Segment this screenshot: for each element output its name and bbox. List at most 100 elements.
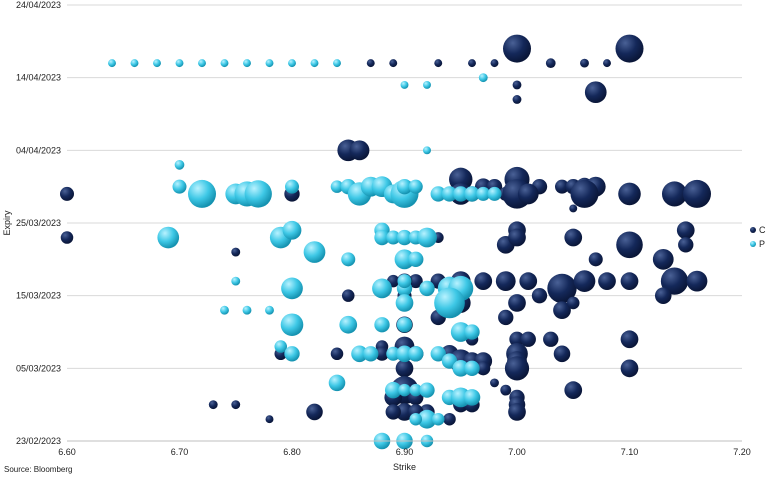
- bubble-c: [553, 345, 571, 363]
- bubble-c: [306, 403, 323, 421]
- bubble-c: [495, 271, 516, 292]
- y-tick-label: 14/04/2023: [16, 73, 61, 83]
- bubble-p: [398, 383, 411, 397]
- bubble-c: [564, 228, 583, 247]
- bubble-c: [498, 309, 514, 326]
- bubble-c: [265, 415, 274, 424]
- bubble-p: [374, 229, 390, 246]
- bubble-p: [450, 322, 471, 342]
- bubble-c: [520, 331, 536, 347]
- bubble-p: [441, 186, 458, 202]
- bubble-p: [265, 305, 274, 315]
- bubble-c: [434, 59, 443, 68]
- bubble-p: [463, 389, 481, 406]
- bubble-c: [615, 34, 644, 63]
- bubble-p: [409, 383, 423, 397]
- bubble-p: [396, 345, 413, 363]
- bubble-p: [409, 412, 423, 426]
- bubble-c: [603, 59, 611, 68]
- bubble-c: [555, 179, 569, 194]
- bubble-p: [231, 276, 241, 286]
- bubble-p: [153, 59, 161, 68]
- bubble-p: [452, 360, 470, 377]
- bubble-p: [396, 229, 413, 246]
- bubbles-layer: [60, 34, 711, 450]
- bubble-c: [620, 330, 639, 349]
- bubble-p: [395, 294, 414, 312]
- bubble-c: [476, 361, 491, 376]
- bubble-c: [508, 294, 526, 312]
- bubble-c: [508, 228, 526, 247]
- bubble-p: [282, 220, 302, 240]
- bubble-c: [566, 296, 580, 310]
- bubble-c: [564, 381, 583, 399]
- bubble-p: [374, 317, 390, 333]
- bubble-c: [389, 59, 398, 68]
- bubble-c: [231, 400, 241, 410]
- bubble-p: [384, 381, 402, 399]
- bubble-c: [573, 270, 596, 292]
- x-tick-label: 6.90: [396, 447, 414, 457]
- y-tick-label: 04/04/2023: [16, 145, 61, 155]
- bubble-c: [468, 59, 476, 68]
- bubble-c: [517, 183, 539, 205]
- bubble-c: [208, 400, 218, 410]
- bubble-c: [654, 287, 672, 304]
- legend-label-c: C: [759, 225, 766, 235]
- bubble-c: [661, 181, 688, 207]
- legend-marker-c: [750, 227, 756, 233]
- bubble-c: [545, 58, 556, 68]
- bubble-c: [569, 204, 578, 213]
- bubble-c: [512, 95, 522, 104]
- bubble-c: [660, 267, 689, 295]
- bubble-c: [366, 59, 375, 68]
- bubble-c: [553, 301, 571, 320]
- bubble-c: [652, 248, 674, 270]
- y-tick-label: 24/04/2023: [16, 0, 61, 10]
- bubble-c: [330, 347, 344, 361]
- legend-marker-p: [750, 241, 756, 247]
- bubble-p: [281, 277, 303, 300]
- bubble-c: [678, 237, 694, 253]
- bubble-p: [108, 59, 116, 68]
- bubble-p: [351, 345, 368, 363]
- bubble-p: [328, 374, 346, 392]
- bubble-p: [243, 59, 251, 68]
- bubble-p: [386, 346, 401, 361]
- bubble-p: [434, 287, 465, 319]
- y-axis-title: Expiry: [2, 210, 12, 236]
- bubble-p: [244, 180, 272, 208]
- bubble-p: [330, 180, 344, 193]
- bubble-p: [478, 73, 488, 83]
- bubble-p: [339, 315, 358, 334]
- bubble-c: [408, 274, 423, 289]
- bubble-c: [385, 404, 401, 420]
- bubble-c: [60, 186, 74, 201]
- bubble-c: [490, 378, 499, 388]
- bubble-p: [333, 59, 341, 68]
- bubble-c: [547, 273, 577, 304]
- bubble-p: [431, 412, 445, 426]
- x-tick-label: 6.80: [283, 447, 301, 457]
- y-axis-ticks: 23/02/2023 05/03/2023 15/03/2023 25/03/2023…: [16, 0, 61, 446]
- x-axis-ticks: 6.60 6.70 6.80 6.90 7.00 7.10 7.20: [58, 447, 751, 457]
- bubble-c: [620, 359, 639, 378]
- legend-label-p: P: [759, 239, 765, 249]
- bubble-p: [430, 186, 446, 202]
- bubble-p: [419, 382, 435, 398]
- bubble-c: [519, 272, 538, 290]
- bubble-c: [531, 287, 548, 304]
- bubble-c: [395, 359, 414, 378]
- bubble-p: [408, 346, 424, 362]
- bubble-c: [504, 356, 530, 381]
- x-tick-label: 7.20: [733, 447, 751, 457]
- bubble-c: [474, 272, 493, 290]
- bubble-p: [464, 324, 480, 340]
- bubble-p: [175, 59, 184, 68]
- bubble-c: [443, 412, 456, 426]
- bubble-p: [157, 226, 180, 249]
- bubble-c: [349, 140, 370, 161]
- x-axis-title: Strike: [393, 462, 416, 472]
- bubble-p: [394, 249, 415, 270]
